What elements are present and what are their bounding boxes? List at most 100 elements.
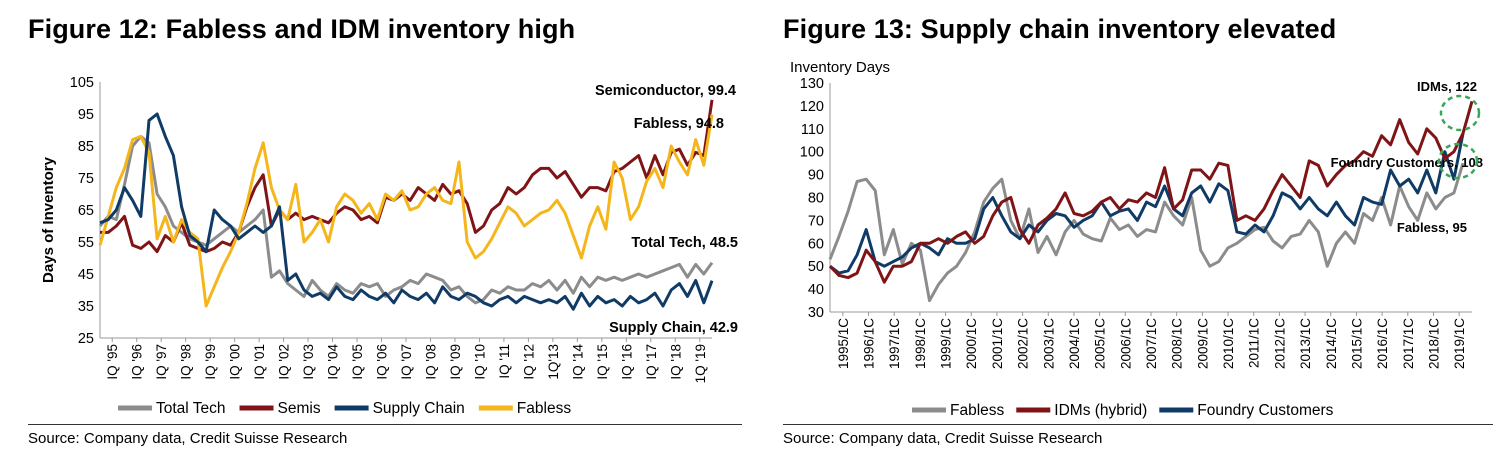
x-tick-label: 2002/1C: [1016, 318, 1031, 369]
y-tick-label: 50: [808, 259, 824, 275]
legend-label-semis: Semis: [278, 400, 321, 417]
x-tick-label: IQ '10: [472, 344, 487, 380]
figure12-chart: 25 35 45 55 65 75 85 95 105 IQ '95 IQ '96 IQ '97 IQ …: [40, 75, 738, 417]
x-tick-label: IQ '06: [375, 344, 390, 380]
x-tick-label: 1Q'13: [546, 344, 561, 380]
y-tick-label: 110: [801, 122, 824, 138]
series-line-foundry-customers: [829, 133, 1465, 275]
figure12-title: Figure 12: Fabless and IDM inventory hig…: [28, 14, 576, 44]
x-tick-label: 2005/1C: [1093, 318, 1108, 369]
x-tick-label: IQ '14: [570, 344, 585, 380]
series-line-idms-hybrid: [828, 100, 1474, 284]
y-tick-label: 105: [70, 75, 94, 91]
y-tick-label: 100: [800, 145, 824, 161]
annotation-label: Total Tech, 48.5: [631, 235, 738, 251]
y-tick-label: 30: [808, 305, 824, 321]
y-tick-label: 45: [78, 267, 94, 283]
x-tick-label: IQ '15: [595, 344, 610, 380]
x-tick-label: 2012/1C: [1272, 318, 1287, 369]
x-tick-label: 2014/1C: [1324, 318, 1339, 369]
x-tick-label: IQ '05: [350, 344, 365, 380]
y-tick-label: 75: [78, 171, 94, 187]
x-tick-label: 2003/1C: [1041, 318, 1056, 369]
x-tick-label: IQ '99: [203, 344, 218, 380]
y-tick-label: 60: [808, 236, 824, 252]
annotation-label: Fabless, 95: [1397, 220, 1467, 235]
x-tick-label: 2001/1C: [990, 318, 1005, 369]
y-tick-label: 65: [78, 203, 94, 219]
x-tick-label: IQ '04: [326, 344, 341, 380]
y-tick-label: 120: [800, 99, 824, 115]
x-tick-label: IQ '16: [619, 344, 634, 380]
y-tick-label: 35: [78, 299, 94, 315]
annotation-label: IDMs, 122: [1417, 79, 1477, 94]
x-tick-label: 2000/1C: [964, 318, 979, 369]
x-tick-label: 2004/1C: [1067, 318, 1082, 369]
x-tick-label: IQ '01: [252, 344, 267, 380]
y-axis-label: Inventory Days: [790, 59, 890, 76]
x-tick-label: IQ '02: [277, 344, 292, 380]
x-tick-label: 1999/1C: [939, 318, 954, 369]
x-tick-label: IQ '95: [105, 344, 120, 380]
x-tick-label: IQ '18: [668, 344, 683, 380]
y-tick-label: 90: [808, 168, 824, 184]
y-tick-label: 55: [78, 235, 94, 251]
figure13-source-divider: [783, 424, 1493, 425]
x-tick-label: IQ '07: [399, 344, 414, 380]
x-tick-label: 2019/1C: [1452, 318, 1467, 369]
x-tick-label: 2008/1C: [1170, 318, 1185, 369]
legend-label-fabless: Fabless: [517, 400, 572, 417]
legend-label-idms-hybrid: IDMs (hybrid): [1054, 402, 1147, 419]
figure13-source: Source: Company data, Credit Suisse Rese…: [783, 430, 1103, 447]
y-tick-label: 80: [808, 191, 824, 207]
x-tick-label: 2009/1C: [1195, 318, 1210, 369]
x-tick-label: IQ '12: [521, 344, 536, 380]
x-tick-label: IQ '00: [228, 344, 243, 380]
x-tick-label: 1Q '19: [693, 344, 708, 383]
x-tick-label: 1996/1C: [862, 318, 877, 369]
highlight-circle-foundry: [1437, 142, 1479, 180]
figure13-title: Figure 13: Supply chain inventory elevat…: [783, 14, 1337, 44]
x-tick-label: 1995/1C: [836, 318, 851, 369]
figure13-chart: 30 40 50 60 70 80 90 100 110 120 130 1995/1C 1996/1C…: [790, 59, 1483, 419]
annotation-label: Foundry Customers, 108: [1331, 155, 1483, 170]
x-tick-label: 2010/1C: [1221, 318, 1236, 369]
x-tick-label: 2006/1C: [1118, 318, 1133, 369]
figure12-source-divider: [28, 424, 742, 425]
annotation-label: Fabless, 94.8: [634, 116, 724, 132]
x-tick-label: 1997/1C: [887, 318, 902, 369]
series-line-total-tech: [98, 134, 714, 305]
legend-label-supply-chain: Supply Chain: [373, 400, 465, 417]
x-tick-label: IQ '08: [423, 344, 438, 380]
x-tick-label: 2015/1C: [1349, 318, 1364, 369]
x-tick-label: 2013/1C: [1298, 318, 1313, 369]
y-tick-label: 130: [800, 76, 824, 92]
series-line-fabless: [828, 162, 1465, 303]
x-tick-label: IQ '17: [644, 344, 659, 380]
x-tick-label: IQ '96: [130, 344, 145, 380]
x-tick-label: 1998/1C: [913, 318, 928, 369]
x-tick-label: 2016/1C: [1375, 318, 1390, 369]
y-tick-label: 40: [808, 282, 824, 298]
x-tick-label: 2017/1C: [1401, 318, 1416, 369]
figure12-source: Source: Company data, Credit Suisse Rese…: [28, 430, 348, 447]
x-tick-label: IQ '97: [154, 344, 169, 380]
annotation-label: Supply Chain, 42.9: [609, 320, 738, 336]
series-line-supply-chain: [99, 112, 714, 311]
series-line-fabless: [98, 114, 714, 308]
y-tick-label: 25: [78, 331, 94, 347]
y-axis-label: Days of Inventory: [40, 156, 57, 283]
highlight-circle-idms: [1439, 94, 1481, 132]
y-tick-label: 95: [78, 107, 94, 123]
y-tick-label: 70: [808, 213, 824, 229]
x-tick-label: IQ '09: [448, 344, 463, 380]
x-tick-label: IQ '98: [179, 344, 194, 380]
x-tick-label: IQ '11: [497, 344, 512, 379]
x-tick-label: 2018/1C: [1426, 318, 1441, 369]
legend-label-fabless: Fabless: [950, 402, 1005, 419]
x-tick-label: IQ '03: [301, 344, 316, 380]
legend-label-total-tech: Total Tech: [156, 400, 226, 417]
legend-label-foundry-customers: Foundry Customers: [1197, 402, 1333, 419]
annotation-label: Semiconductor, 99.4: [595, 83, 736, 99]
